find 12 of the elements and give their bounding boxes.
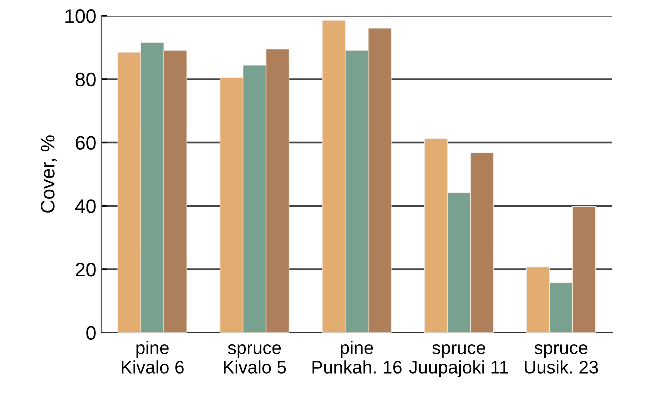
y-tick-label: 80 (76, 72, 96, 87)
y-tick-label: 20 (76, 262, 96, 277)
x-tick-label: pine Punkah. 16 (312, 341, 402, 374)
x-tick-label: spruce Uusik. 23 (525, 344, 598, 374)
y-tick-label: 60 (76, 136, 96, 150)
x-tick-label: pine Kivalo 6 (122, 341, 184, 374)
y-tick-label: 0 (86, 326, 96, 340)
x-tick-label: spruce Kivalo 5 (224, 344, 286, 374)
y-axis-title: Cover, % (41, 136, 58, 213)
x-tick-label: spruce Juupajoki 11 (409, 344, 508, 378)
y-tick-label: 40 (75, 200, 96, 214)
y-tick-label: 100 (66, 10, 96, 24)
